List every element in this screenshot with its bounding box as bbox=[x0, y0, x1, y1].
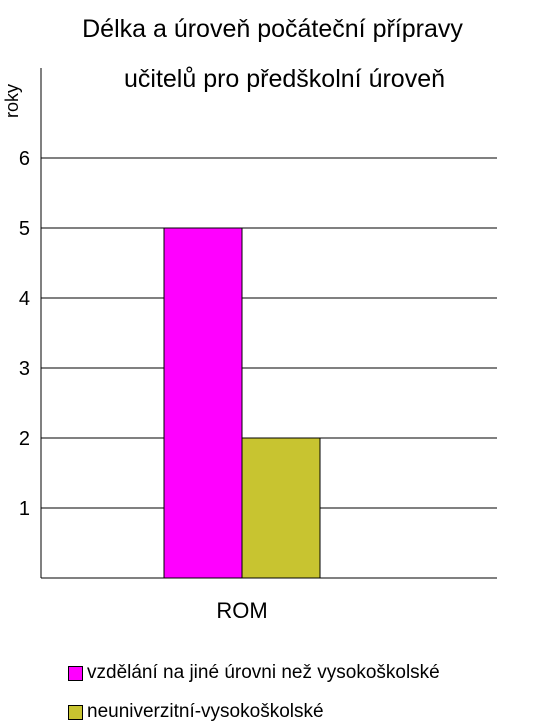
legend-label-1: neuniverzitní-vysokoškolské bbox=[87, 701, 324, 722]
legend-item-1: neuniverzitní-vysokoškolské bbox=[68, 701, 324, 723]
y-tick-label-3: 3 bbox=[19, 358, 30, 380]
y-tick-label-2: 2 bbox=[19, 428, 30, 450]
x-category-label-0: ROM bbox=[216, 598, 267, 623]
legend-swatch-0 bbox=[68, 665, 83, 681]
bar-1-0 bbox=[241, 437, 321, 579]
legend-swatch-1 bbox=[68, 704, 83, 720]
legend-item-0: vzdělání na jiné úrovni než vysokoškolsk… bbox=[68, 662, 440, 684]
chart-title-line-1: Délka a úroveň počáteční přípravy bbox=[82, 15, 463, 43]
bar-0-0 bbox=[163, 227, 243, 579]
y-tick-label-5: 5 bbox=[19, 218, 30, 240]
y-tick-label-6: 6 bbox=[19, 148, 30, 170]
legend-label-0: vzdělání na jiné úrovni než vysokoškolsk… bbox=[87, 662, 440, 683]
y-tick-label-1: 1 bbox=[19, 498, 30, 520]
y-tick-label-4: 4 bbox=[19, 288, 30, 310]
chart-title-line-2: učitelů pro předškolní úroveň bbox=[123, 65, 446, 93]
